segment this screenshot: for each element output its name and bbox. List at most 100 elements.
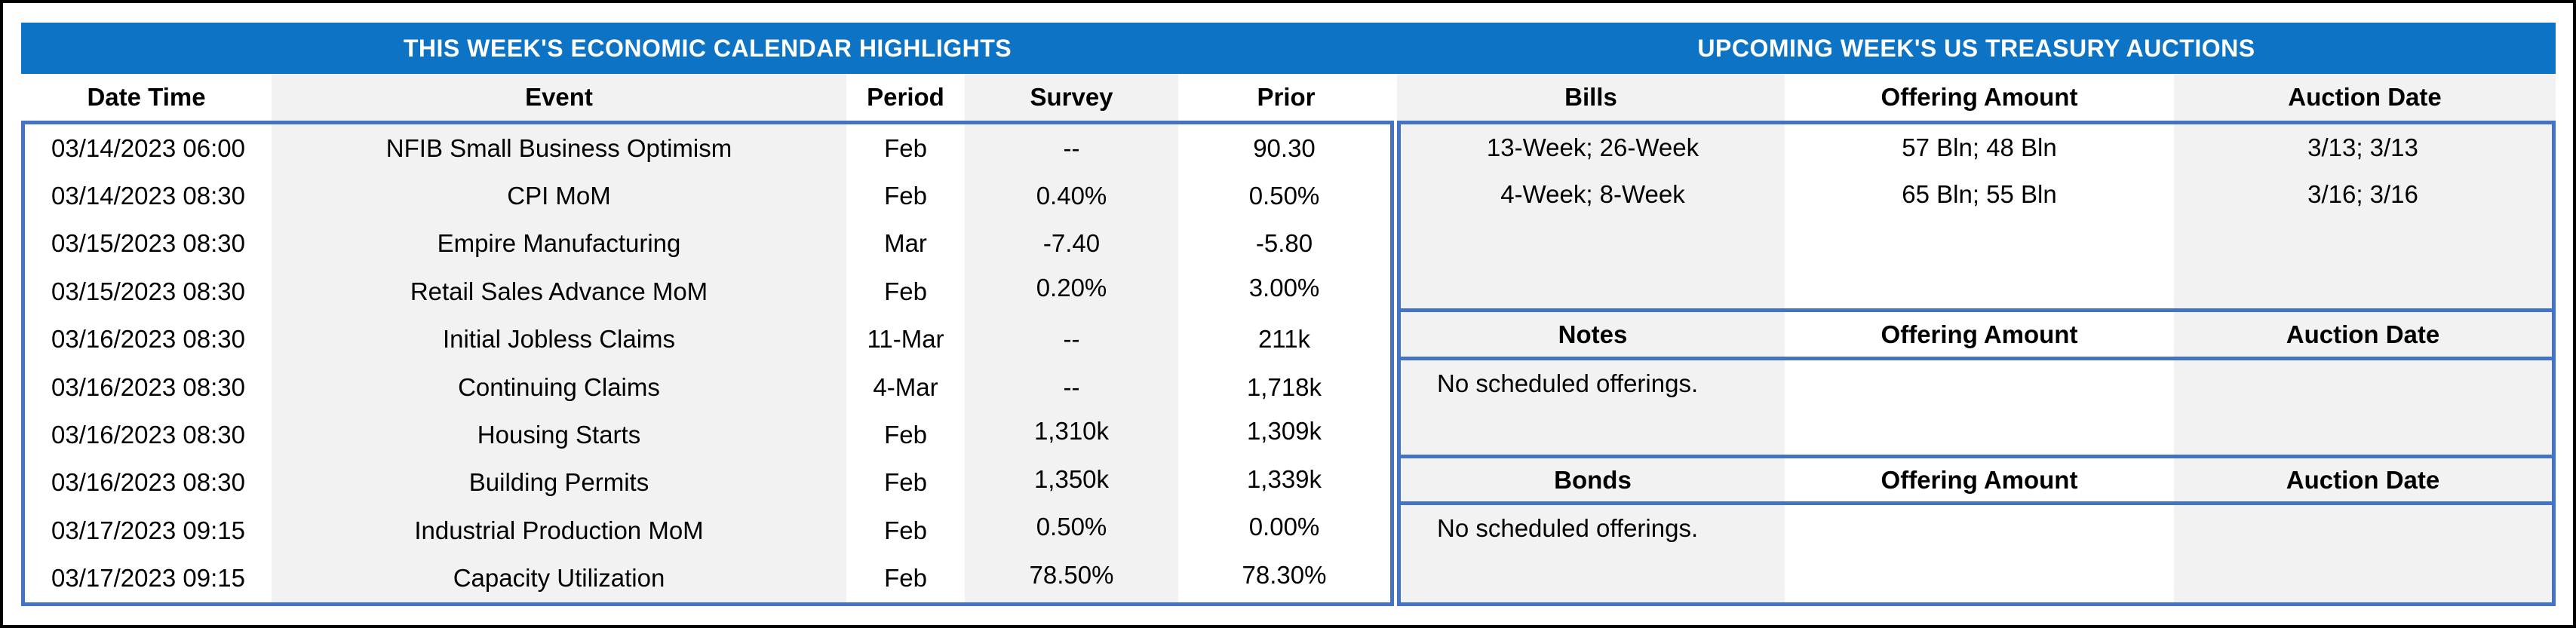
cell-auction-date: 3/13; 3/13 <box>2307 133 2418 161</box>
cell-prior: 1,339k <box>1246 464 1322 493</box>
cell-offering <box>1785 505 2174 552</box>
calendar-row: 03/17/2023 09:15 Industrial Production M… <box>25 507 1390 555</box>
cell-period: Feb <box>884 421 927 449</box>
cell-prior: 1,309k <box>1246 417 1322 446</box>
cell-prior: -5.80 <box>1255 229 1313 258</box>
cell-date: 03/16/2023 08:30 <box>51 372 245 401</box>
cell-period: 11-Mar <box>867 325 944 354</box>
bonds-table: No scheduled offerings. <box>1397 501 2556 606</box>
notes-table: No scheduled offerings. <box>1397 357 2556 458</box>
header-bonds: Bonds <box>1554 465 1632 494</box>
calendar-row: 03/15/2023 08:30 Empire Manufacturing Ma… <box>25 219 1390 268</box>
calendar-row: 03/14/2023 06:00 NFIB Small Business Opt… <box>25 124 1390 173</box>
cell-event: Initial Jobless Claims <box>272 315 846 363</box>
header-auction-date: Auction Date <box>2174 74 2556 121</box>
bonds-empty-row: No scheduled offerings. <box>1401 505 2552 552</box>
no-offerings-message: No scheduled offerings. <box>1437 369 1699 397</box>
cell-survey: 78.50% <box>965 554 1178 602</box>
cell-survey: 0.20% <box>965 268 1178 316</box>
cell-period: Mar <box>884 229 927 258</box>
cell-offering: 57 Bln; 48 Bln <box>1902 133 2057 161</box>
calendar-row: 03/16/2023 08:30 Initial Jobless Claims … <box>25 315 1390 363</box>
cell-date: 03/14/2023 08:30 <box>51 182 245 210</box>
auction-date-column-stripe <box>2174 360 2552 455</box>
notes-header-row: Notes Offering Amount Auction Date <box>1397 308 2556 360</box>
bills-table: 13-Week; 26-Week 57 Bln; 48 Bln 3/13; 3/… <box>1397 121 2556 312</box>
header-offering-amount: Offering Amount <box>1881 320 2078 348</box>
cell-period: Feb <box>884 516 927 544</box>
cell-survey: 0.40% <box>965 172 1178 220</box>
cell-event: CPI MoM <box>272 172 846 220</box>
auction-date-column-stripe <box>2174 505 2552 602</box>
cell-auction-date <box>2174 505 2552 552</box>
cell-event: NFIB Small Business Optimism <box>272 124 846 173</box>
notes-empty-row: No scheduled offerings. <box>1401 360 2552 407</box>
cell-period: Feb <box>884 468 927 497</box>
cell-prior: 0.50% <box>1248 182 1320 210</box>
header-event: Event <box>272 74 846 121</box>
header-offering-amount: Offering Amount <box>1881 465 2078 494</box>
bonds-column-stripe <box>1401 505 1785 602</box>
section-header-row: Bonds Offering Amount Auction Date <box>1401 458 2552 501</box>
cell-security: 4-Week; 8-Week <box>1500 180 1685 208</box>
cell-survey: 1,310k <box>965 411 1178 459</box>
cell-date: 03/17/2023 09:15 <box>51 516 245 544</box>
cell-event: Housing Starts <box>272 411 846 459</box>
cell-prior: 1,718k <box>1246 372 1322 401</box>
bonds-header-row: Bonds Offering Amount Auction Date <box>1397 455 2556 505</box>
header-auction-date: Auction Date <box>2286 320 2440 348</box>
cell-date: 03/16/2023 08:30 <box>51 421 245 449</box>
cell-prior: 211k <box>1257 325 1311 354</box>
calendar-row: 03/14/2023 08:30 CPI MoM Feb 0.40% 0.50% <box>25 172 1390 220</box>
calendar-row: 03/16/2023 08:30 Continuing Claims 4-Mar… <box>25 363 1390 412</box>
cell-period: Feb <box>884 182 927 210</box>
cell-date: 03/16/2023 08:30 <box>51 325 245 354</box>
cell-event: Capacity Utilization <box>272 554 846 602</box>
bills-column-stripe <box>1401 124 1785 308</box>
cell-prior: 3.00% <box>1248 274 1320 302</box>
header-notes: Notes <box>1558 320 1628 348</box>
cell-auction-date: 3/16; 3/16 <box>2307 180 2418 208</box>
bonds-column-stripe <box>1401 458 1785 501</box>
notes-column-stripe <box>1401 312 1785 357</box>
bills-row: 13-Week; 26-Week 57 Bln; 48 Bln 3/13; 3/… <box>1401 124 2552 171</box>
calendar-title: THIS WEEK'S ECONOMIC CALENDAR HIGHLIGHTS <box>403 34 1012 62</box>
section-header-row: Notes Offering Amount Auction Date <box>1401 312 2552 357</box>
auctions-title: UPCOMING WEEK'S US TREASURY AUCTIONS <box>1697 34 2255 62</box>
cell-survey: -7.40 <box>965 219 1178 268</box>
auction-date-column-stripe <box>2174 312 2552 357</box>
header-survey: Survey <box>965 74 1178 121</box>
cell-date: 03/15/2023 08:30 <box>51 229 245 258</box>
cell-offering: 65 Bln; 55 Bln <box>1902 180 2057 208</box>
calendar-table: 03/14/2023 06:00 NFIB Small Business Opt… <box>21 121 1394 606</box>
header-period: Period <box>846 74 965 121</box>
cell-auction-date <box>2174 360 2552 407</box>
cell-event: Retail Sales Advance MoM <box>272 268 846 316</box>
header-prior: Prior <box>1178 74 1394 121</box>
no-offerings-message: No scheduled offerings. <box>1437 514 1699 542</box>
cell-event: Continuing Claims <box>272 363 846 412</box>
cell-period: Feb <box>884 133 927 162</box>
cell-prior: 90.30 <box>1253 133 1316 162</box>
cell-survey: -- <box>965 124 1178 173</box>
title-band: THIS WEEK'S ECONOMIC CALENDAR HIGHLIGHTS… <box>21 23 2556 74</box>
cell-survey: 1,350k <box>965 458 1178 507</box>
cell-offering <box>1785 360 2174 407</box>
cell-survey: -- <box>965 363 1178 412</box>
cell-survey: -- <box>965 315 1178 363</box>
cell-period: Feb <box>884 564 927 593</box>
header-offering-amount: Offering Amount <box>1785 74 2174 121</box>
bills-row: 4-Week; 8-Week 65 Bln; 55 Bln 3/16; 3/16 <box>1401 171 2552 218</box>
cell-date: 03/16/2023 08:30 <box>51 468 245 497</box>
auction-date-column-stripe <box>2174 124 2552 308</box>
cell-event: Building Permits <box>272 458 846 507</box>
calendar-row: 03/16/2023 08:30 Housing Starts Feb 1,31… <box>25 411 1390 459</box>
cell-security: 13-Week; 26-Week <box>1486 133 1699 161</box>
calendar-row: 03/17/2023 09:15 Capacity Utilization Fe… <box>25 554 1390 602</box>
cell-date: 03/14/2023 06:00 <box>51 133 245 162</box>
cell-period: Feb <box>884 277 927 305</box>
calendar-row: 03/16/2023 08:30 Building Permits Feb 1,… <box>25 458 1390 507</box>
cell-event: Empire Manufacturing <box>272 219 846 268</box>
header-date-time: Date Time <box>21 74 272 121</box>
